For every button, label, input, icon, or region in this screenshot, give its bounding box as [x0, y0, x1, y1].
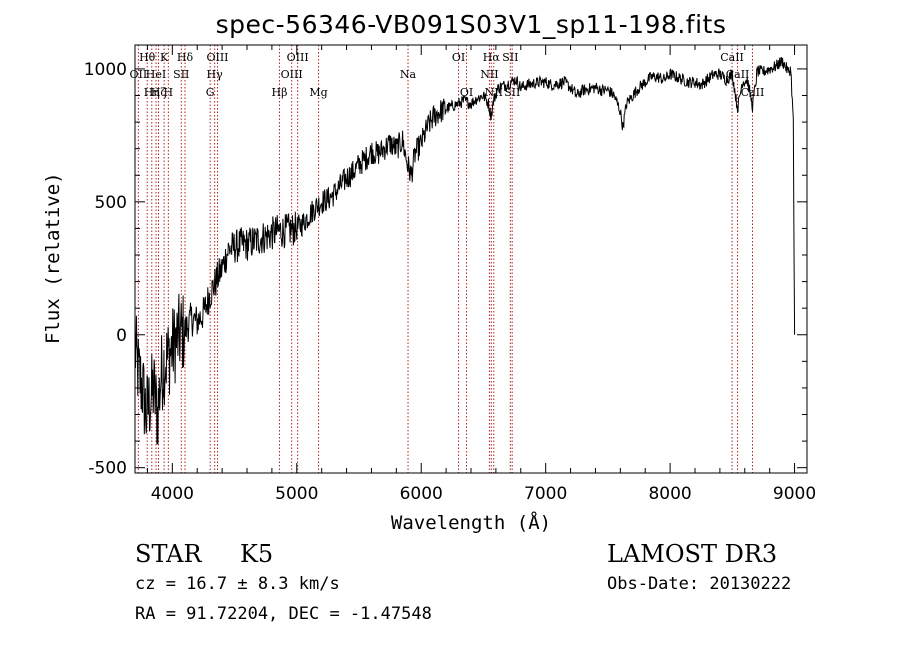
line-marker-label: OII	[130, 68, 148, 81]
emission-line-labels: OII Hθ Hη HeI Hζ K H SII Hδ G Hγ OIII Hβ OIII OIII Mg Na…	[130, 51, 765, 99]
line-marker-label: HeI	[146, 68, 166, 81]
line-marker-label: Na	[400, 68, 417, 81]
line-marker-label: CaII	[720, 51, 744, 64]
line-marker-label: Hδ	[177, 51, 194, 64]
line-marker-label: OI	[460, 86, 473, 99]
line-marker-label: Mg	[309, 86, 327, 99]
line-marker-label: CaII	[741, 86, 765, 99]
line-marker-label: CaII	[726, 68, 750, 81]
x-tick-label: 9000	[773, 484, 816, 504]
x-tick-label: 4000	[151, 484, 194, 504]
x-tick-label: 6000	[400, 484, 443, 504]
line-marker-label: Hθ	[139, 51, 156, 64]
y-tick-label: -500	[88, 459, 127, 479]
line-marker-label: OI	[452, 51, 465, 64]
observation-date: Obs-Date: 20130222	[607, 574, 792, 594]
line-marker-label: OIII	[287, 51, 309, 64]
chart-title: spec-56346-VB091S03V1_sp11-198.fits	[215, 10, 727, 39]
redshift-cz: cz = 16.7 ± 8.3 km/s	[135, 574, 340, 594]
x-axis-ticks: 4000 5000 6000 7000 8000 9000	[146, 45, 816, 504]
line-marker-label: SII	[173, 68, 189, 81]
y-tick-label: 0	[116, 326, 127, 346]
line-marker-label: NII	[485, 86, 503, 99]
survey-name: LAMOST DR3	[607, 540, 778, 568]
line-marker-label: OIII	[206, 51, 228, 64]
line-marker-label: SII	[502, 51, 518, 64]
line-marker-label: Hγ	[207, 68, 224, 81]
line-marker-label: Hα	[483, 51, 501, 64]
line-marker-label: Hζ	[151, 86, 167, 99]
line-marker-label: NII	[480, 68, 498, 81]
line-marker-label: K	[160, 51, 169, 64]
y-axis-ticks: -500 0 500 1000	[84, 60, 807, 479]
coordinates: RA = 91.72204, DEC = -1.47548	[135, 604, 432, 624]
line-marker-label: G	[206, 86, 215, 99]
y-tick-label: 500	[95, 193, 127, 213]
line-marker-label: Hβ	[272, 86, 288, 99]
line-marker-label: Hη	[144, 86, 160, 99]
line-marker-label: SII	[504, 86, 520, 99]
spectrum-line	[134, 56, 796, 445]
x-tick-label: 8000	[648, 484, 691, 504]
y-tick-label: 1000	[84, 60, 127, 80]
plot-frame	[134, 44, 808, 474]
line-marker-label: H	[164, 86, 174, 99]
x-tick-label: 5000	[275, 484, 318, 504]
x-axis-label: Wavelength (Å)	[390, 512, 552, 534]
object-class: STAR	[135, 540, 202, 568]
object-subclass: K5	[240, 540, 274, 568]
line-marker-label: OIII	[281, 68, 303, 81]
y-axis-label: Flux (relative)	[42, 172, 64, 344]
x-tick-label: 7000	[524, 484, 567, 504]
